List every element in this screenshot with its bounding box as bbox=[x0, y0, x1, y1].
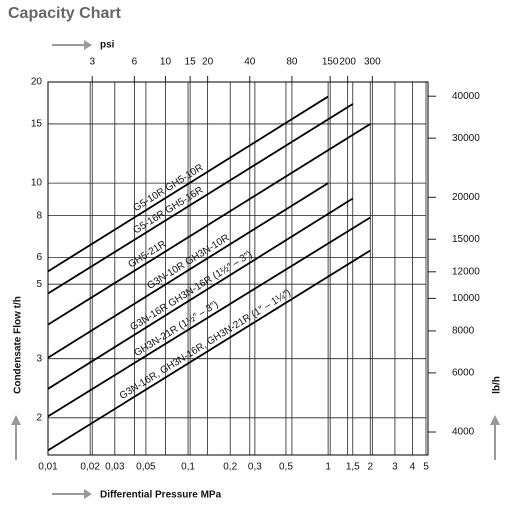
y2-tick-label: 40000 bbox=[452, 91, 480, 102]
y-tick-label: 3 bbox=[36, 353, 42, 364]
y-tick-label: 20 bbox=[31, 77, 43, 88]
y2-tick-label: 10000 bbox=[452, 293, 480, 304]
x-tick-label: 1 bbox=[325, 462, 331, 473]
arrow-head bbox=[11, 415, 21, 425]
y2-tick-label: 30000 bbox=[452, 133, 480, 144]
y2-tick-label: 6000 bbox=[452, 368, 475, 379]
y2-tick-label: 8000 bbox=[452, 326, 475, 337]
y-tick-label: 15 bbox=[31, 119, 43, 130]
x-tick-label: 0,5 bbox=[279, 462, 293, 473]
series-line bbox=[47, 182, 329, 359]
y2-tick-label: 15000 bbox=[452, 234, 480, 245]
y-axis-label: Condensate Flow t/h bbox=[13, 296, 24, 394]
x-tick-label: 1,5 bbox=[346, 462, 360, 473]
y-tick-label: 10 bbox=[31, 178, 43, 189]
arrow-head bbox=[490, 415, 500, 425]
chart-title: Capacity Chart bbox=[8, 5, 122, 22]
x2-tick-label: 20 bbox=[202, 57, 214, 68]
x-tick-label: 0,03 bbox=[105, 462, 125, 473]
x2-tick-label: 150 bbox=[322, 57, 339, 68]
x-tick-label: 0,2 bbox=[223, 462, 237, 473]
series-line bbox=[47, 123, 371, 326]
x-tick-label: 2 bbox=[367, 462, 373, 473]
x2-tick-label: 15 bbox=[185, 57, 197, 68]
x2-tick-label: 40 bbox=[244, 57, 256, 68]
x-tick-label: 0,05 bbox=[136, 462, 156, 473]
series-line bbox=[47, 216, 371, 418]
x2-tick-label: 80 bbox=[286, 57, 298, 68]
y2-tick-label: 12000 bbox=[452, 266, 480, 277]
x2-tick-label: 6 bbox=[132, 57, 138, 68]
x2-tick-label: 10 bbox=[160, 57, 172, 68]
x2-tick-label: 200 bbox=[339, 57, 356, 68]
y2-axis-label: lb/h bbox=[492, 376, 503, 394]
x2-tick-label: 300 bbox=[364, 57, 381, 68]
y2-tick-label: 20000 bbox=[452, 192, 480, 203]
y-tick-label: 8 bbox=[36, 210, 42, 221]
series-line bbox=[47, 249, 371, 452]
y-tick-label: 2 bbox=[36, 412, 42, 423]
y2-tick-label: 4000 bbox=[452, 427, 475, 438]
x-tick-label: 3 bbox=[392, 462, 398, 473]
x-tick-label: 4 bbox=[410, 462, 416, 473]
x-axis-label: Differential Pressure MPa bbox=[100, 490, 222, 501]
arrow-head bbox=[84, 489, 92, 499]
x-tick-label: 0,02 bbox=[80, 462, 100, 473]
series-line bbox=[47, 103, 354, 295]
y-tick-label: 5 bbox=[36, 279, 42, 290]
x-tick-label: 0,1 bbox=[181, 462, 195, 473]
x-tick-label: 0,3 bbox=[248, 462, 262, 473]
x-tick-label: 5 bbox=[423, 462, 429, 473]
x2-axis-label: psi bbox=[100, 40, 115, 51]
series-line bbox=[47, 197, 354, 390]
x-tick-label: 0,01 bbox=[38, 462, 58, 473]
y-tick-label: 6 bbox=[36, 252, 42, 263]
plot-frame bbox=[47, 81, 429, 456]
x2-tick-label: 3 bbox=[89, 57, 95, 68]
arrow-head bbox=[84, 40, 92, 50]
series-line bbox=[47, 95, 329, 273]
